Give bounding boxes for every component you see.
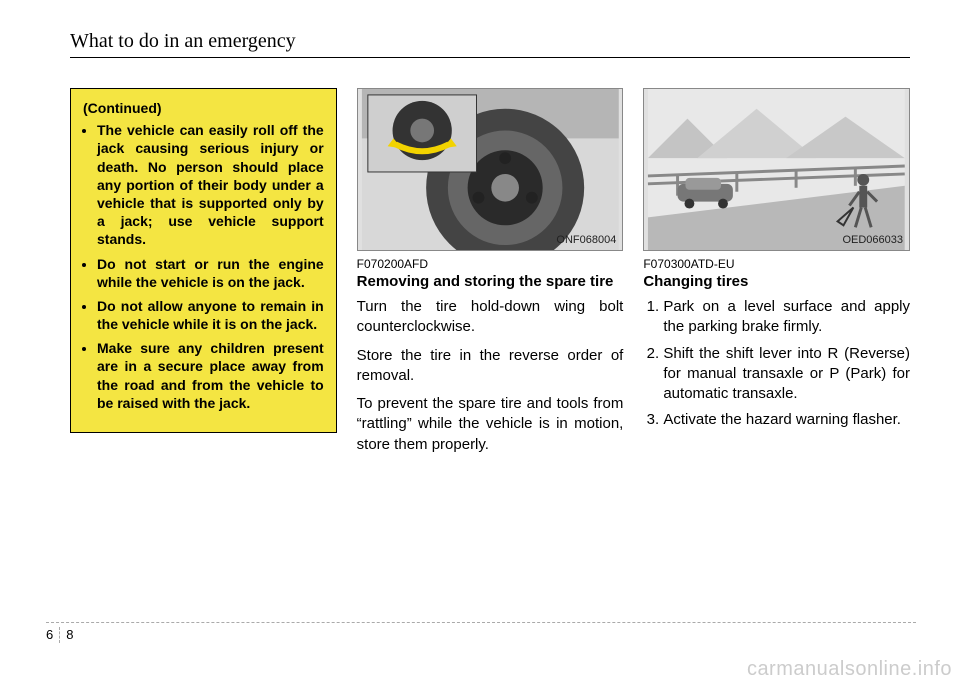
page-number-value: 8 <box>66 627 73 643</box>
step-item: Activate the hazard warning flasher. <box>663 410 910 430</box>
column-2: ONF068004 F070200AFD Removing and storin… <box>357 88 624 463</box>
footer-divider <box>46 622 916 623</box>
header-title: What to do in an emergency <box>70 30 296 52</box>
manual-page: What to do in an emergency (Continued) T… <box>0 0 960 689</box>
figure-label: ONF068004 <box>556 234 616 246</box>
warning-list: The vehicle can easily roll off the jack… <box>83 121 324 412</box>
page-number: 6 8 <box>46 627 916 643</box>
column-3: OED066033 F070300ATD-EU Changing tires P… <box>643 88 910 463</box>
section-number: 6 <box>46 627 53 643</box>
warning-box: (Continued) The vehicle can easily roll … <box>70 88 337 433</box>
figure-label: OED066033 <box>842 234 903 246</box>
body-paragraph: To prevent the spare tire and tools from… <box>357 394 624 455</box>
spare-tire-svg <box>358 89 623 250</box>
page-footer: 6 8 <box>46 622 916 643</box>
column-1: (Continued) The vehicle can easily roll … <box>70 88 337 463</box>
subheading: Changing tires <box>643 273 910 291</box>
warning-continued: (Continued) <box>83 99 324 117</box>
page-header: What to do in an emergency <box>70 30 910 58</box>
roadside-svg <box>644 89 909 250</box>
roadside-figure: OED066033 <box>643 88 910 251</box>
warning-item: Make sure any children present are in a … <box>97 339 324 412</box>
procedure-code: F070300ATD-EU <box>643 257 910 271</box>
procedure-code: F070200AFD <box>357 257 624 271</box>
page-number-separator <box>59 627 60 643</box>
watermark: carmanualsonline.info <box>747 658 952 681</box>
warning-item: Do not allow anyone to remain in the veh… <box>97 297 324 333</box>
step-item: Shift the shift lever into R (Reverse) f… <box>663 344 910 405</box>
warning-item: The vehicle can easily roll off the jack… <box>97 121 324 248</box>
content-columns: (Continued) The vehicle can easily roll … <box>70 88 910 463</box>
steps-list: Park on a level surface and apply the pa… <box>643 297 910 431</box>
body-paragraph: Turn the tire hold-down wing bolt counte… <box>357 297 624 338</box>
spare-tire-figure: ONF068004 <box>357 88 624 251</box>
step-item: Park on a level surface and apply the pa… <box>663 297 910 338</box>
body-paragraph: Store the tire in the reverse order of r… <box>357 346 624 387</box>
subheading: Removing and storing the spare tire <box>357 273 624 291</box>
warning-item: Do not start or run the engine while the… <box>97 255 324 291</box>
